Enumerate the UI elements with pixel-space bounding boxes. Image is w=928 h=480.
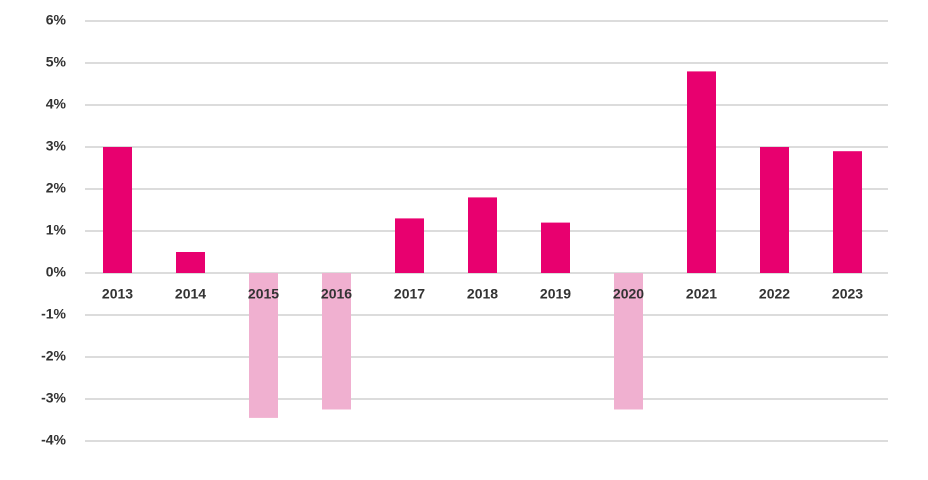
bar	[541, 222, 570, 273]
y-tick-label: -2%	[41, 348, 66, 364]
x-tick-label: 2020	[613, 286, 644, 302]
y-tick-label: 6%	[46, 12, 67, 28]
y-tick-label: 5%	[46, 54, 67, 70]
bar	[468, 197, 497, 273]
bar	[249, 273, 278, 418]
y-tick-label: 0%	[46, 264, 67, 280]
y-tick-label: 2%	[46, 180, 67, 196]
y-tick-label: -1%	[41, 306, 66, 322]
x-tick-label: 2013	[102, 286, 133, 302]
y-tick-label: 4%	[46, 96, 67, 112]
x-tick-label: 2023	[832, 286, 863, 302]
x-tick-label: 2015	[248, 286, 279, 302]
x-tick-label: 2018	[467, 286, 498, 302]
bar	[614, 273, 643, 410]
y-tick-label: 3%	[46, 138, 67, 154]
bar	[395, 218, 424, 273]
bar	[687, 71, 716, 274]
x-tick-label: 2016	[321, 286, 352, 302]
bar	[760, 147, 789, 273]
bar	[176, 252, 205, 273]
y-tick-label: -3%	[41, 390, 66, 406]
bar	[103, 147, 132, 273]
x-tick-label: 2019	[540, 286, 571, 302]
x-tick-label: 2014	[175, 286, 206, 302]
bar	[322, 273, 351, 410]
x-tick-label: 2021	[686, 286, 717, 302]
y-tick-label: 1%	[46, 222, 67, 238]
x-tick-label: 2022	[759, 286, 790, 302]
bar	[833, 151, 862, 273]
x-tick-label: 2017	[394, 286, 425, 302]
y-tick-label: -4%	[41, 432, 66, 448]
